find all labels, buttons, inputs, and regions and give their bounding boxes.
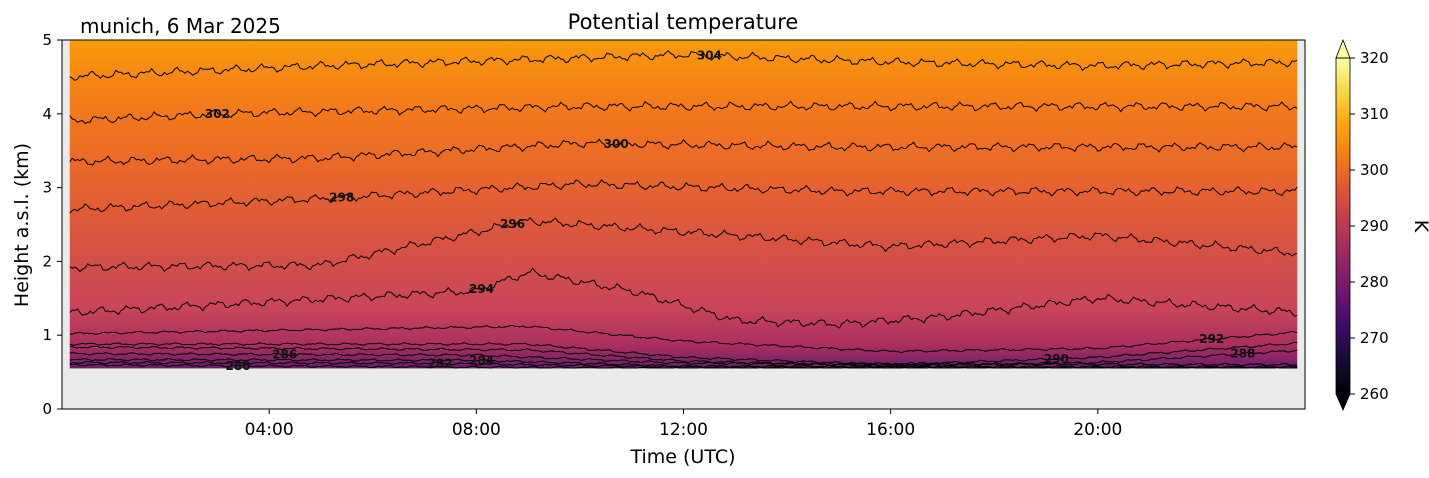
isentrope-label: 288 — [1230, 347, 1255, 361]
isentrope-292 — [69, 324, 1298, 354]
x-tick-label: 12:00 — [659, 420, 708, 440]
y-tick-label: 4 — [42, 105, 52, 123]
isentrope-label: 282 — [428, 356, 453, 370]
colorbar-ticks: 260 270 280 290 300 310 320 — [1350, 49, 1389, 403]
y-tick-label: 1 — [42, 326, 52, 344]
colorbar-tick-label: 320 — [1360, 49, 1389, 67]
isentrope-300 — [69, 138, 1298, 166]
isentrope-290 — [69, 341, 1298, 367]
colorbar-tick-label: 270 — [1360, 329, 1389, 347]
colorbar-tick-label: 290 — [1360, 217, 1389, 235]
isentrope-label: 280 — [226, 359, 251, 373]
isentrope-label: 284 — [469, 353, 494, 367]
y-tick-label: 3 — [42, 179, 52, 197]
station-date-label: munich, 6 Mar 2025 — [80, 14, 281, 38]
colorbar: 260 270 280 290 300 310 320 K — [1335, 38, 1429, 411]
isentrope-288 — [69, 345, 1298, 368]
colorbar-tick-label: 280 — [1360, 273, 1389, 291]
y-tick-label: 2 — [42, 252, 52, 270]
colorbar-extend-min — [1335, 393, 1351, 411]
x-axis-ticks: 04:00 08:00 12:00 16:00 20:00 — [245, 409, 1122, 440]
x-tick-label: 20:00 — [1073, 420, 1122, 440]
isentrope-298 — [69, 179, 1298, 214]
colorbar-scale — [1336, 58, 1350, 394]
isentrope-label: 298 — [329, 190, 354, 204]
isentrope-label: 290 — [1044, 352, 1069, 366]
colorbar-extend-max — [1335, 38, 1351, 59]
isentrope-label: 302 — [205, 107, 230, 121]
isentrope-label: 300 — [604, 137, 629, 151]
isentrope-labels: 280 282 284 286 288 290 292 294 296 298 300 302 304 — [205, 49, 1256, 373]
isentrope-label: 286 — [272, 347, 297, 361]
x-tick-label: 04:00 — [245, 420, 294, 440]
isentrope-lines — [69, 50, 1298, 369]
isentrope-label: 304 — [697, 49, 722, 63]
isentrope-label: 296 — [500, 217, 525, 231]
x-tick-label: 08:00 — [452, 420, 501, 440]
colorbar-label: K — [1410, 220, 1429, 233]
isentrope-284 — [69, 357, 1298, 369]
y-tick-label: 0 — [42, 400, 52, 418]
isentrope-296 — [69, 216, 1298, 273]
x-tick-label: 16:00 — [866, 420, 915, 440]
isentrope-label: 294 — [469, 282, 494, 296]
colorbar-tick-label: 260 — [1360, 385, 1389, 403]
isentrope-282 — [69, 360, 1298, 369]
isentrope-304 — [69, 50, 1298, 81]
chart-title: Potential temperature — [568, 10, 799, 34]
isentrope-label: 292 — [1199, 332, 1224, 346]
isentrope-294 — [69, 267, 1298, 329]
isentrope-302 — [69, 100, 1298, 125]
colorbar-tick-label: 310 — [1360, 105, 1389, 123]
y-tick-label: 5 — [42, 31, 52, 49]
isentrope-286 — [69, 352, 1298, 367]
x-axis-label: Time (UTC) — [629, 446, 735, 468]
y-axis-ticks: 0 1 2 3 4 5 — [42, 31, 62, 418]
colorbar-tick-label: 300 — [1360, 161, 1389, 179]
y-axis-label: Height a.s.l. (km) — [11, 143, 33, 307]
potential-temperature-field — [69, 40, 1298, 369]
